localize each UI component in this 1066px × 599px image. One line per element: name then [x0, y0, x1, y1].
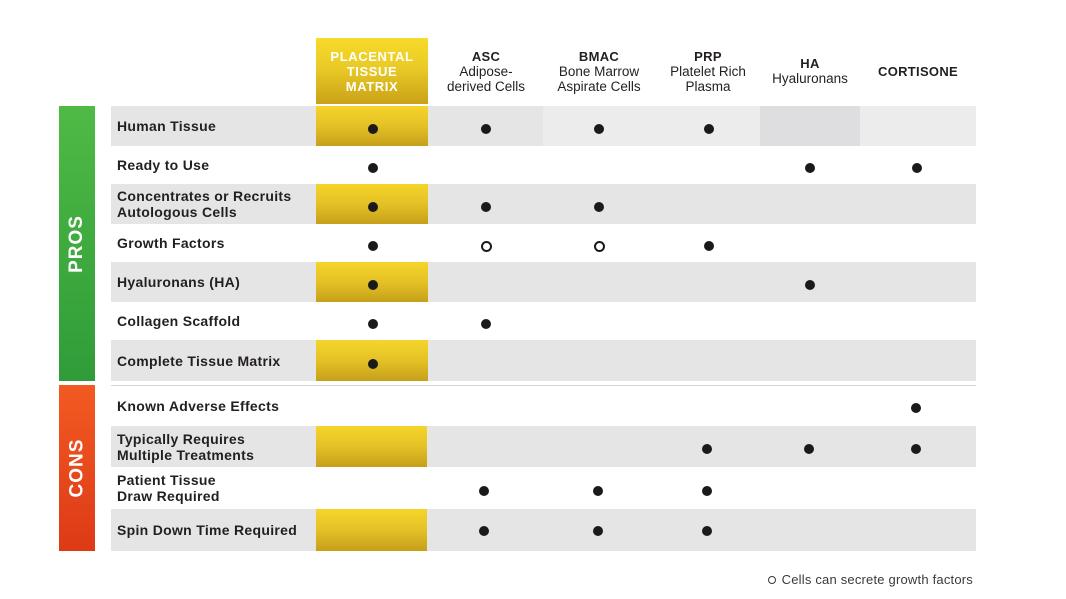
table-row: Human Tissue — [111, 106, 976, 146]
tint-cell — [860, 106, 976, 146]
open-circle-icon — [593, 240, 605, 252]
table-row: Spin Down Time Required — [111, 509, 976, 551]
filled-dot-icon — [481, 202, 491, 212]
filled-dot-icon — [368, 202, 378, 212]
column-header-prp: PRP Platelet Rich Plasma — [656, 38, 760, 104]
open-circle-icon — [767, 575, 776, 584]
filled-dot-icon — [912, 163, 922, 173]
filled-dot-icon — [805, 280, 815, 290]
filled-dot-icon — [479, 526, 489, 536]
filled-dot-icon — [704, 124, 714, 134]
column-header-cortisone: CORTISONE — [860, 38, 976, 104]
open-circle-icon — [480, 240, 492, 252]
column-title: PRP — [694, 48, 722, 64]
filled-dot-icon — [702, 526, 712, 536]
column-title: HA — [800, 56, 820, 71]
filled-dot-icon — [702, 486, 712, 496]
row-label: Human Tissue — [117, 118, 217, 134]
filled-dot-icon — [911, 444, 921, 454]
row-label: Patient Tissue Draw Required — [117, 472, 220, 504]
filled-dot-icon — [805, 163, 815, 173]
column-header-bmac: BMAC Bone Marrow Aspirate Cells — [543, 38, 655, 104]
row-label: Growth Factors — [117, 235, 225, 251]
column-title: PLACENTAL TISSUE MATRIX — [330, 48, 414, 94]
row-label: Typically Requires Multiple Treatments — [117, 430, 255, 463]
filled-dot-icon — [593, 486, 603, 496]
legend-footnote: Cells can secrete growth factors — [767, 572, 973, 587]
filled-dot-icon — [368, 319, 378, 329]
filled-dot-icon — [479, 486, 489, 496]
filled-dot-icon — [481, 124, 491, 134]
row-label: Complete Tissue Matrix — [117, 352, 281, 369]
table-row: Known Adverse Effects — [111, 386, 976, 426]
row-label: Collagen Scaffold — [117, 313, 241, 329]
column-header-placental: PLACENTAL TISSUE MATRIX — [316, 38, 428, 104]
filled-dot-icon — [368, 280, 378, 290]
table-row: Growth Factors — [111, 224, 976, 262]
row-label: Known Adverse Effects — [117, 398, 280, 414]
filled-dot-icon — [594, 124, 604, 134]
table-row: Patient Tissue Draw Required — [111, 467, 976, 509]
table-row: Concentrates or Recruits Autologous Cell… — [111, 184, 976, 224]
column-subtitle: Adipose- derived Cells — [446, 63, 526, 94]
tint-cell — [760, 106, 860, 146]
filled-dot-icon — [804, 444, 814, 454]
pros-label: PROS — [66, 214, 88, 273]
filled-dot-icon — [368, 359, 378, 369]
filled-dot-icon — [704, 241, 714, 251]
row-label: Hyaluronans (HA) — [117, 274, 241, 290]
table-row: Hyaluronans (HA) — [111, 262, 976, 302]
filled-dot-icon — [368, 241, 378, 251]
column-header-asc: ASC Adipose- derived Cells — [430, 38, 542, 104]
column-title: ASC — [471, 48, 501, 64]
column-title: BMAC — [578, 48, 620, 64]
filled-dot-icon — [911, 403, 921, 413]
section-divider — [111, 385, 976, 386]
table-row: Ready to Use — [111, 146, 976, 184]
pros-section-bar: PROS — [59, 106, 95, 381]
placental-highlight-cell — [316, 509, 427, 551]
table-row: Typically Requires Multiple Treatments — [111, 426, 976, 467]
column-header-ha: HA Hyaluronans — [760, 38, 860, 104]
table-row: Collagen Scaffold — [111, 302, 976, 340]
cons-label: CONS — [66, 438, 87, 498]
column-title: CORTISONE — [878, 63, 958, 79]
filled-dot-icon — [368, 124, 378, 134]
filled-dot-icon — [368, 163, 378, 173]
legend-text: Cells can secrete growth factors — [781, 572, 973, 587]
filled-dot-icon — [702, 444, 712, 454]
table-row: Complete Tissue Matrix — [111, 340, 976, 381]
row-label: Spin Down Time Required — [117, 522, 298, 538]
cons-section-bar: CONS — [59, 385, 95, 551]
placental-highlight-cell — [316, 426, 427, 467]
column-subtitle: Hyaluronans — [772, 71, 848, 86]
column-subtitle: Bone Marrow Aspirate Cells — [557, 63, 641, 94]
filled-dot-icon — [593, 526, 603, 536]
row-label: Ready to Use — [117, 157, 210, 173]
filled-dot-icon — [481, 319, 491, 329]
column-subtitle: Platelet Rich Plasma — [670, 63, 746, 94]
row-label: Concentrates or Recruits Autologous Cell… — [117, 188, 292, 220]
filled-dot-icon — [594, 202, 604, 212]
